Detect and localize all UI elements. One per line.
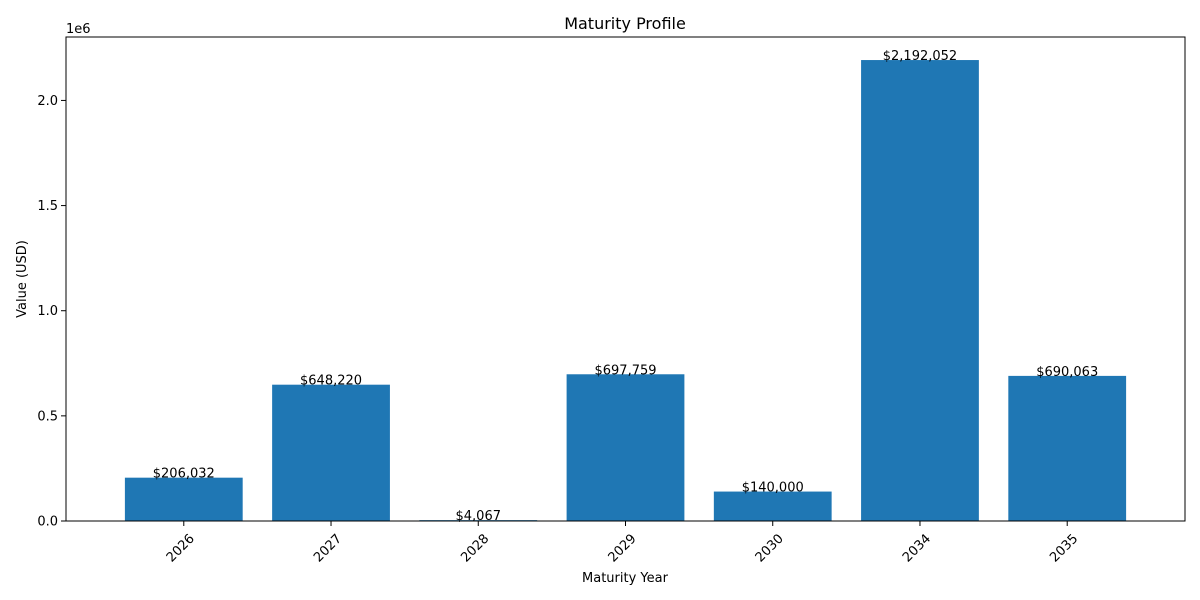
bar-2035 (1008, 375, 1127, 521)
data-label-2029: $697,759 (594, 363, 656, 378)
data-label-2030: $140,000 (742, 481, 804, 496)
x-axis-ticks: 2026 2027 2028 2029 2030 2034 2035 (164, 521, 1081, 565)
bar-2026 (124, 477, 243, 521)
y-tick-label: 0.5 (37, 409, 58, 424)
data-label-2027: $648,220 (300, 374, 362, 389)
plot-frame (65, 36, 1186, 522)
bar-2029 (566, 374, 685, 521)
x-tick-label-2028: 2028 (458, 531, 492, 565)
data-label-2035: $690,063 (1036, 365, 1098, 380)
y-tick-label: 1.5 (37, 199, 58, 214)
x-tick-label-2029: 2029 (606, 531, 640, 565)
x-tick-label-2030: 2030 (753, 531, 787, 565)
x-tick-label-2034: 2034 (900, 531, 934, 565)
bar-2030 (713, 491, 832, 521)
x-tick-label-2027: 2027 (311, 531, 345, 565)
y-tick-label: 2.0 (37, 94, 58, 109)
x-axis-label: Maturity Year (582, 571, 669, 586)
y-tick-label: 1.0 (37, 304, 58, 319)
chart-title: Maturity Profile (564, 14, 686, 33)
bar-2027 (272, 384, 390, 521)
data-label-2028: $4,067 (456, 509, 502, 524)
y-axis-label: Value (USD) (15, 240, 30, 318)
y-tick-label: 0.0 (37, 515, 58, 530)
y-axis-offset-label: 1e6 (66, 22, 91, 37)
data-label-2034: $2,192,052 (883, 49, 957, 64)
data-label-2026: $206,032 (153, 467, 215, 482)
x-tick-label-2026: 2026 (164, 531, 198, 565)
data-labels-group: $206,032 $648,220 $4,067 $697,759 $140,000 $2… (153, 49, 1098, 524)
y-axis-ticks: 0.0 0.5 1.0 1.5 2.0 (37, 94, 66, 530)
bars-group (124, 60, 1127, 522)
x-tick-label-2035: 2035 (1047, 531, 1081, 565)
bar-2034 (861, 60, 979, 522)
